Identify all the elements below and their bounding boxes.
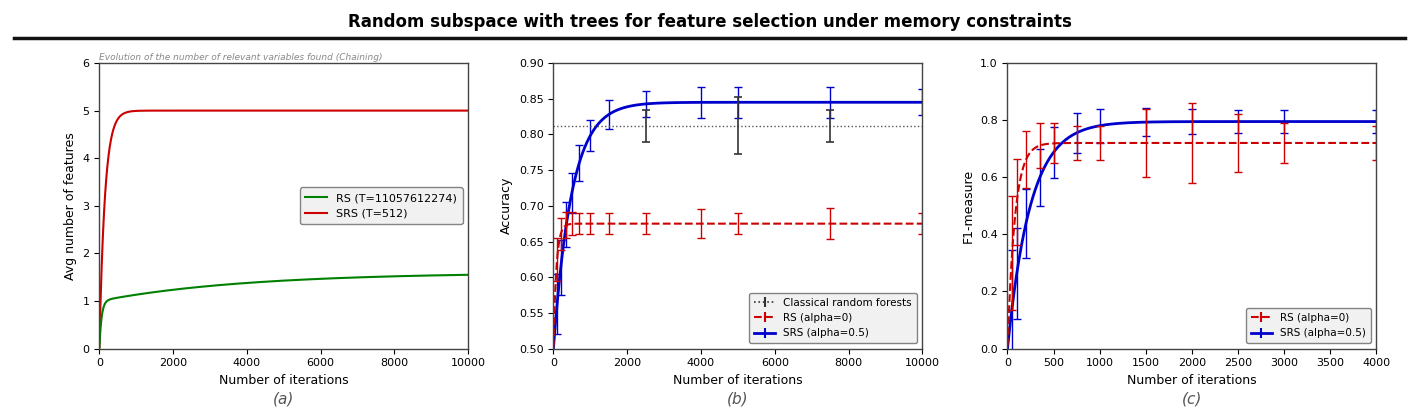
Text: Evolution of the number of relevant variables found (Chaining): Evolution of the number of relevant vari… — [99, 53, 383, 62]
Text: (a): (a) — [272, 391, 295, 406]
Legend: Classical random forests, RS (alpha=0), SRS (alpha=0.5): Classical random forests, RS (alpha=0), … — [749, 293, 917, 344]
Y-axis label: Accuracy: Accuracy — [501, 177, 514, 234]
Y-axis label: Avg number of features: Avg number of features — [64, 132, 77, 280]
Text: Random subspace with trees for feature selection under memory constraints: Random subspace with trees for feature s… — [348, 13, 1071, 31]
X-axis label: Number of iterations: Number of iterations — [673, 374, 803, 387]
Legend: RS (T=11057612274), SRS (T=512): RS (T=11057612274), SRS (T=512) — [299, 187, 463, 224]
X-axis label: Number of iterations: Number of iterations — [1127, 374, 1257, 387]
Y-axis label: F1-measure: F1-measure — [962, 169, 975, 243]
Text: (c): (c) — [1182, 391, 1202, 406]
Legend: RS (alpha=0), SRS (alpha=0.5): RS (alpha=0), SRS (alpha=0.5) — [1246, 308, 1371, 344]
X-axis label: Number of iterations: Number of iterations — [219, 374, 349, 387]
Text: (b): (b) — [727, 391, 749, 406]
